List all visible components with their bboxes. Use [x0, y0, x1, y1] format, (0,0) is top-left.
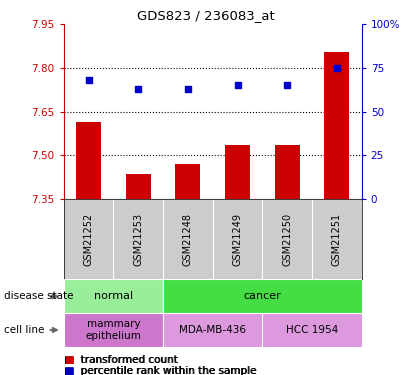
Bar — [262, 313, 362, 347]
Text: GSM21252: GSM21252 — [83, 212, 94, 266]
Text: GSM21253: GSM21253 — [133, 213, 143, 266]
Text: GSM21249: GSM21249 — [233, 213, 242, 266]
Point — [185, 86, 191, 92]
Point — [85, 77, 92, 83]
Text: GSM21250: GSM21250 — [282, 213, 292, 266]
Bar — [126, 174, 150, 199]
Bar — [275, 145, 300, 199]
Text: GSM21251: GSM21251 — [332, 213, 342, 266]
Text: ■  percentile rank within the sample: ■ percentile rank within the sample — [64, 366, 256, 375]
Bar — [163, 313, 262, 347]
Text: ■: ■ — [64, 366, 74, 375]
Text: GSM21248: GSM21248 — [183, 213, 193, 266]
Text: disease state: disease state — [4, 291, 74, 301]
Text: transformed count: transformed count — [81, 355, 178, 365]
Text: cell line: cell line — [4, 325, 44, 335]
Text: HCC 1954: HCC 1954 — [286, 325, 338, 335]
Text: cancer: cancer — [243, 291, 281, 301]
Text: GDS823 / 236083_at: GDS823 / 236083_at — [136, 9, 275, 22]
Point — [334, 65, 340, 71]
Text: ■: ■ — [64, 355, 74, 365]
Bar — [163, 279, 362, 313]
Bar — [64, 279, 163, 313]
Bar — [175, 164, 200, 199]
Text: mammary
epithelium: mammary epithelium — [85, 319, 141, 341]
Text: percentile rank within the sample: percentile rank within the sample — [81, 366, 257, 375]
Bar — [324, 52, 349, 199]
Point — [135, 86, 141, 92]
Point — [284, 82, 291, 88]
Text: ■  transformed count: ■ transformed count — [64, 355, 177, 365]
Text: MDA-MB-436: MDA-MB-436 — [179, 325, 246, 335]
Bar — [76, 122, 101, 199]
Text: normal: normal — [94, 291, 133, 301]
Bar — [225, 145, 250, 199]
Bar — [64, 313, 163, 347]
Point — [234, 82, 241, 88]
